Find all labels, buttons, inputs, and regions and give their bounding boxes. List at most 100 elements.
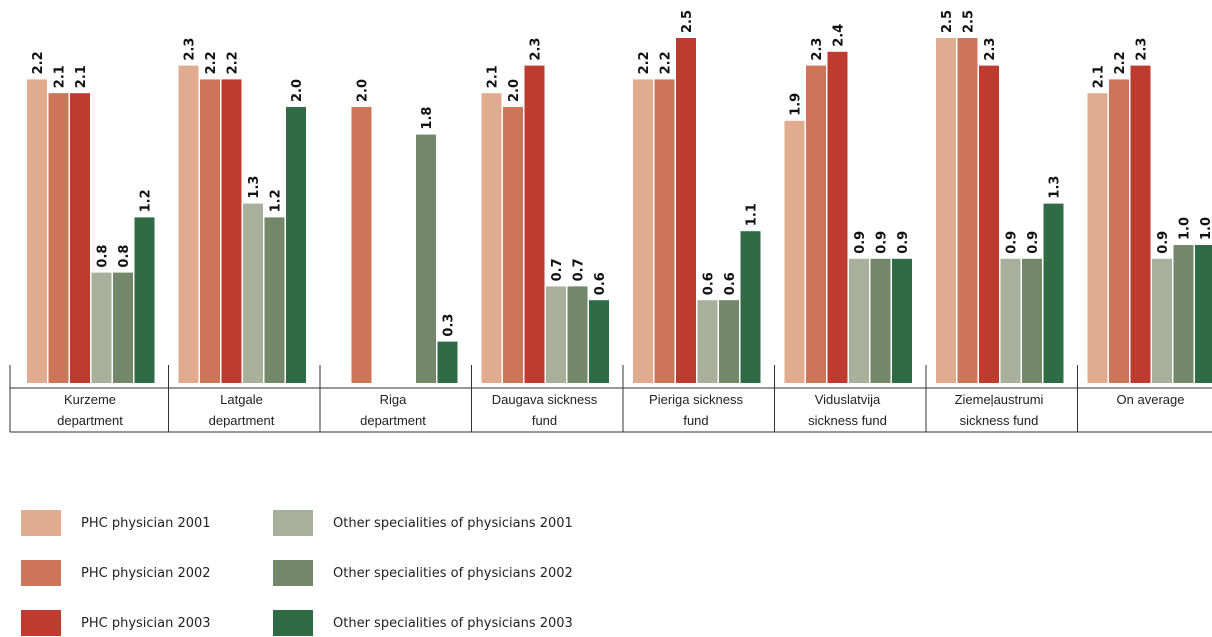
value-label: 0.8 <box>117 245 132 268</box>
bar-2-series-4 <box>243 203 263 383</box>
category-label: fund <box>532 413 557 428</box>
category-label: sickness fund <box>808 413 887 428</box>
legend-swatch <box>21 610 61 636</box>
category-label: Daugava sickness <box>492 392 598 407</box>
value-label: 2.1 <box>53 65 68 88</box>
bar-1-series-6 <box>134 217 155 383</box>
category-label: department <box>360 413 426 428</box>
value-label: 0.9 <box>1026 231 1041 254</box>
value-label: 0.7 <box>550 258 565 281</box>
value-label: 1.8 <box>420 107 435 130</box>
bar-2-series-3 <box>221 79 242 384</box>
bar-7-series-6 <box>1043 203 1064 383</box>
value-label: 2.5 <box>962 10 977 33</box>
bar-7-series-4 <box>1000 258 1021 383</box>
legend-label: PHC physician 2001 <box>81 515 211 531</box>
bar-6-series-1 <box>784 120 805 384</box>
bar-5-series-6 <box>740 231 761 383</box>
value-label: 2.3 <box>983 38 998 61</box>
value-label: 1.0 <box>1178 217 1193 240</box>
bar-4-series-3 <box>524 65 545 383</box>
value-label: 2.2 <box>31 51 46 74</box>
value-label: 1.2 <box>269 189 284 212</box>
value-label: 0.9 <box>853 231 868 254</box>
category-label: sickness fund <box>960 413 1039 428</box>
value-label: 0.3 <box>442 314 457 337</box>
bar-7-series-1 <box>936 38 956 383</box>
value-label: 2.2 <box>226 51 241 74</box>
category-label: Ziemeļaustrumi <box>955 392 1044 407</box>
bar-7-series-5 <box>1022 258 1042 383</box>
value-label: 2.2 <box>1113 51 1128 74</box>
category-label: department <box>57 413 123 428</box>
legend-item: PHC physician 2001 <box>21 510 211 536</box>
bar-3-series-2 <box>351 107 372 383</box>
value-label: 2.3 <box>1135 38 1150 61</box>
bar-3-series-5 <box>416 134 436 383</box>
bar-2-series-1 <box>178 65 199 383</box>
value-labels-layer: 2.2 2.1 2.1 0.8 0.8 1.2 2.3 2.2 2.2 1.3 1.2 2.0 2.0 1… <box>31 10 1212 337</box>
bar-8-series-5 <box>1173 245 1194 383</box>
category-labels-layer: Kurzeme department Latgale department Riga de… <box>57 392 1184 428</box>
value-label: 0.8 <box>96 245 111 268</box>
bar-8-series-6 <box>1195 245 1212 383</box>
bar-4-series-4 <box>546 286 566 383</box>
value-label: 1.2 <box>139 189 154 212</box>
value-label: 0.9 <box>1005 231 1020 254</box>
bar-4-series-5 <box>567 286 588 383</box>
bar-5-series-2 <box>654 79 675 384</box>
value-label: 0.9 <box>875 231 890 254</box>
value-label: 0.9 <box>1156 231 1171 254</box>
bar-5-series-4 <box>697 300 718 383</box>
category-label: Viduslatvija <box>815 392 881 407</box>
category-label: Kurzeme <box>64 392 116 407</box>
value-label: 0.6 <box>723 272 738 295</box>
value-label: 2.0 <box>356 79 371 102</box>
bar-4-series-2 <box>503 107 523 383</box>
bar-8-series-3 <box>1130 65 1151 383</box>
value-label: 2.0 <box>507 79 522 102</box>
bar-2-series-2 <box>200 79 220 384</box>
bar-6-series-6 <box>892 258 912 383</box>
bar-6-series-2 <box>806 65 826 383</box>
value-label: 2.2 <box>204 51 219 74</box>
legend-swatch <box>273 510 313 536</box>
legend-swatch <box>273 560 313 586</box>
value-label: 2.0 <box>290 79 305 102</box>
bar-1-series-4 <box>91 272 112 383</box>
category-label: Riga <box>380 392 408 407</box>
category-label: Pieriga sickness <box>649 392 743 407</box>
legend-item: Other specialities of physicians 2001 <box>273 510 573 536</box>
value-label: 2.2 <box>637 51 652 74</box>
value-label: 2.5 <box>940 10 955 33</box>
bar-6-series-5 <box>870 258 891 383</box>
bar-1-series-5 <box>113 272 133 383</box>
bar-7-series-3 <box>979 65 999 383</box>
bar-1-series-1 <box>27 79 47 384</box>
bar-5-series-3 <box>676 38 696 383</box>
legend-label: PHC physician 2003 <box>81 615 211 631</box>
value-label: 2.1 <box>1092 65 1107 88</box>
bar-2-series-6 <box>286 107 306 383</box>
legend-label: Other specialities of physicians 2002 <box>333 565 573 581</box>
value-label: 1.0 <box>1199 217 1212 240</box>
bar-6-series-4 <box>849 258 869 383</box>
axis-layer <box>9 365 1212 433</box>
bars-layer <box>27 38 1212 384</box>
legend-label: Other specialities of physicians 2003 <box>333 615 573 631</box>
bar-4-series-6 <box>589 300 609 383</box>
value-label: 2.3 <box>529 38 544 61</box>
bar-5-series-5 <box>719 300 739 383</box>
bar-3-series-6 <box>437 341 458 383</box>
legend-label: Other specialities of physicians 2001 <box>333 515 573 531</box>
legend-item: PHC physician 2003 <box>21 610 211 636</box>
category-label: fund <box>683 413 708 428</box>
value-label: 2.3 <box>810 38 825 61</box>
value-label: 2.1 <box>486 65 501 88</box>
legend-item: Other specialities of physicians 2003 <box>273 610 573 636</box>
bar-7-series-2 <box>957 38 978 383</box>
bar-6-series-3 <box>827 51 848 384</box>
legend-swatch <box>21 560 61 586</box>
legend-swatch <box>21 510 61 536</box>
